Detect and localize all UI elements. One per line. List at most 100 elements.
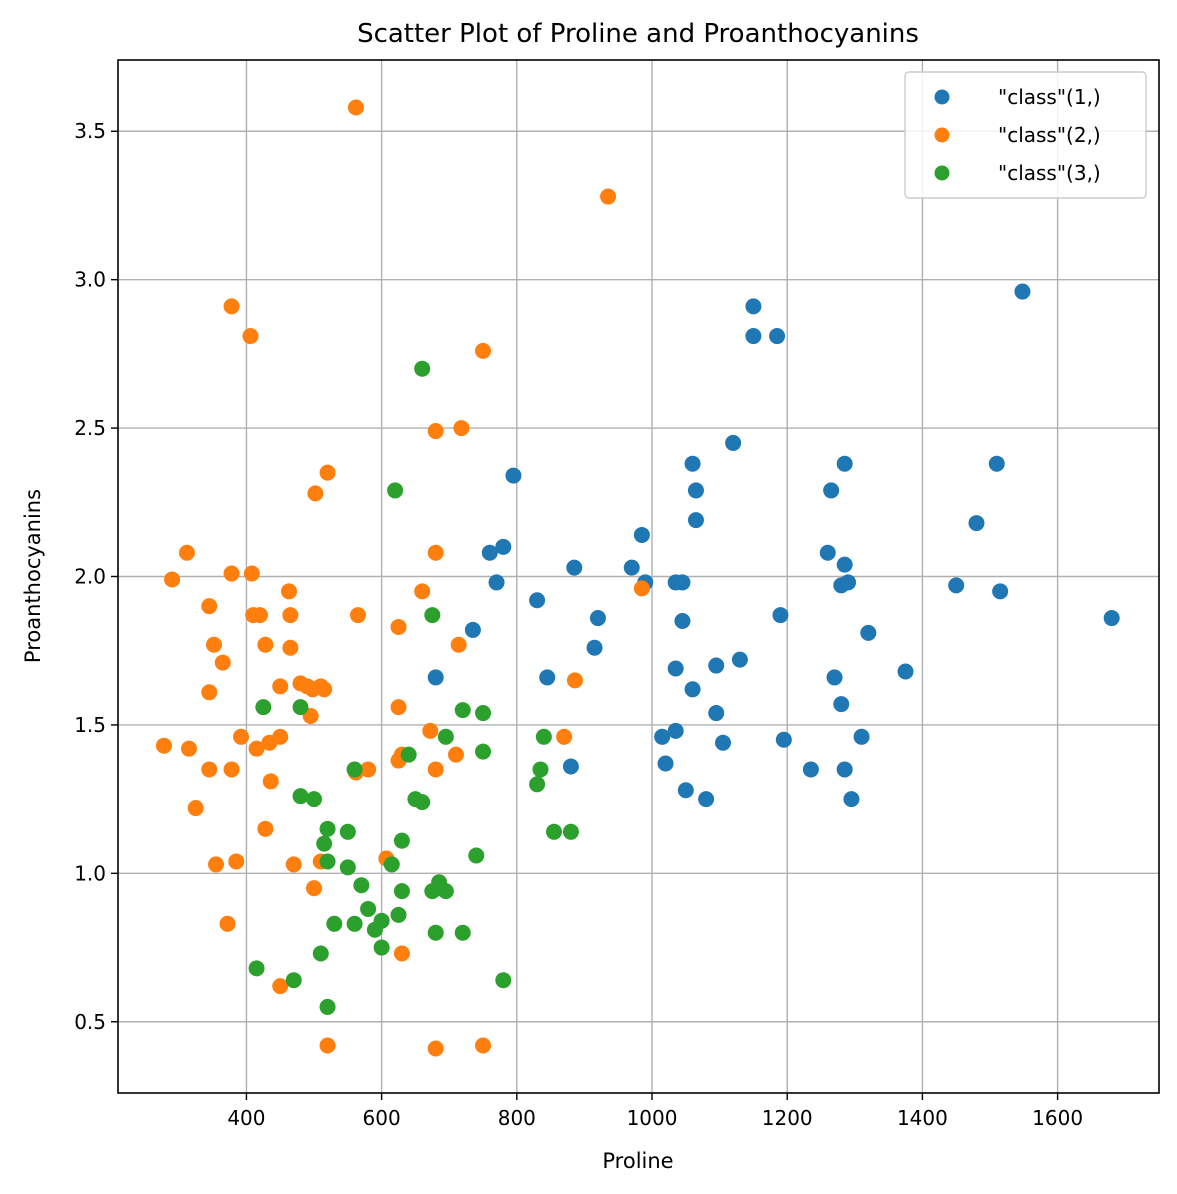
x-tick-label: 1200 (762, 1106, 813, 1130)
point-class-2 (633, 580, 650, 597)
point-class-2 (223, 565, 240, 582)
point-class-2 (281, 583, 298, 600)
point-class-3 (312, 945, 329, 962)
legend-marker-class-2 (934, 127, 950, 143)
point-class-1 (633, 526, 650, 543)
point-class-2 (414, 583, 431, 600)
point-class-1 (802, 761, 819, 778)
point-class-3 (346, 915, 363, 932)
grid-lines (118, 60, 1159, 1093)
point-class-1 (1014, 283, 1031, 300)
point-class-3 (424, 607, 441, 624)
point-class-1 (836, 761, 853, 778)
legend: "class"(1,) "class"(2,) "class"(3,) (904, 71, 1147, 199)
point-class-3 (248, 960, 265, 977)
point-class-2 (427, 544, 444, 561)
y-tick-label: 2.0 (74, 565, 106, 589)
point-class-2 (164, 571, 181, 588)
y-tick-label: 3.5 (74, 119, 106, 143)
point-class-1 (488, 574, 505, 591)
point-class-2 (201, 684, 218, 701)
point-class-3 (495, 972, 512, 989)
point-class-2 (282, 607, 299, 624)
point-class-1 (775, 731, 792, 748)
point-class-2 (228, 853, 245, 870)
point-class-2 (257, 636, 274, 653)
point-class-1 (833, 696, 850, 713)
point-class-2 (155, 737, 172, 754)
point-class-1 (586, 639, 603, 656)
point-class-1 (427, 669, 444, 686)
point-class-1 (819, 544, 836, 561)
legend-label-class-2: "class"(2,) (998, 123, 1101, 147)
point-class-2 (285, 856, 302, 873)
point-class-3 (454, 924, 471, 941)
point-class-3 (437, 728, 454, 745)
point-class-3 (346, 761, 363, 778)
point-class-2 (427, 761, 444, 778)
point-class-1 (481, 544, 498, 561)
point-class-1 (698, 791, 715, 808)
point-class-1 (843, 791, 860, 808)
point-class-1 (1103, 610, 1120, 627)
point-class-1 (860, 624, 877, 641)
legend-label-class-3: "class"(3,) (998, 161, 1101, 185)
point-class-3 (454, 702, 471, 719)
point-class-2 (219, 915, 236, 932)
point-class-2 (450, 636, 467, 653)
point-class-3 (353, 877, 370, 894)
point-class-2 (475, 1037, 492, 1054)
point-class-1 (667, 660, 684, 677)
x-tick-label: 800 (498, 1106, 536, 1130)
point-class-3 (285, 972, 302, 989)
point-class-3 (535, 728, 552, 745)
point-class-3 (319, 998, 336, 1015)
x-tick-label: 1400 (897, 1106, 948, 1130)
point-class-2 (214, 654, 231, 671)
point-class-1 (725, 434, 742, 451)
point-class-2 (180, 740, 197, 757)
point-class-1 (988, 455, 1005, 472)
point-class-1 (714, 734, 731, 751)
point-class-2 (187, 800, 204, 817)
point-class-2 (390, 699, 407, 716)
point-class-3 (393, 883, 410, 900)
point-class-1 (684, 455, 701, 472)
point-class-3 (366, 921, 383, 938)
point-class-1 (654, 728, 671, 745)
point-class-3 (475, 743, 492, 760)
point-class-2 (257, 820, 274, 837)
point-class-2 (347, 99, 364, 116)
y-tick-label: 1.5 (74, 713, 106, 737)
point-class-1 (836, 556, 853, 573)
point-class-3 (414, 794, 431, 811)
y-tick-label: 3.0 (74, 268, 106, 292)
legend-marker-class-1 (934, 89, 950, 105)
point-class-2 (223, 298, 240, 315)
x-axis-label: Proline (602, 1149, 673, 1173)
point-class-3 (316, 835, 333, 852)
point-class-1 (769, 328, 786, 345)
point-class-1 (589, 610, 606, 627)
point-class-2 (306, 880, 323, 897)
point-class-1 (566, 559, 583, 576)
axis-ticks: 400 600 800 1000 1200 1400 1600 0.5 1.0 1.5 2.0 2.5… (74, 119, 1083, 1130)
x-tick-label: 400 (227, 1106, 265, 1130)
point-class-1 (529, 592, 546, 609)
point-class-1 (687, 482, 704, 499)
point-class-1 (948, 577, 965, 594)
point-class-2 (201, 598, 218, 615)
point-class-2 (393, 945, 410, 962)
point-class-2 (223, 761, 240, 778)
point-class-3 (529, 776, 546, 793)
point-class-3 (475, 705, 492, 722)
y-tick-label: 0.5 (74, 1010, 106, 1034)
point-class-1 (708, 657, 725, 674)
point-class-2 (427, 1040, 444, 1057)
point-class-2 (427, 423, 444, 440)
point-class-1 (897, 663, 914, 680)
point-class-3 (562, 823, 579, 840)
point-class-3 (427, 924, 444, 941)
